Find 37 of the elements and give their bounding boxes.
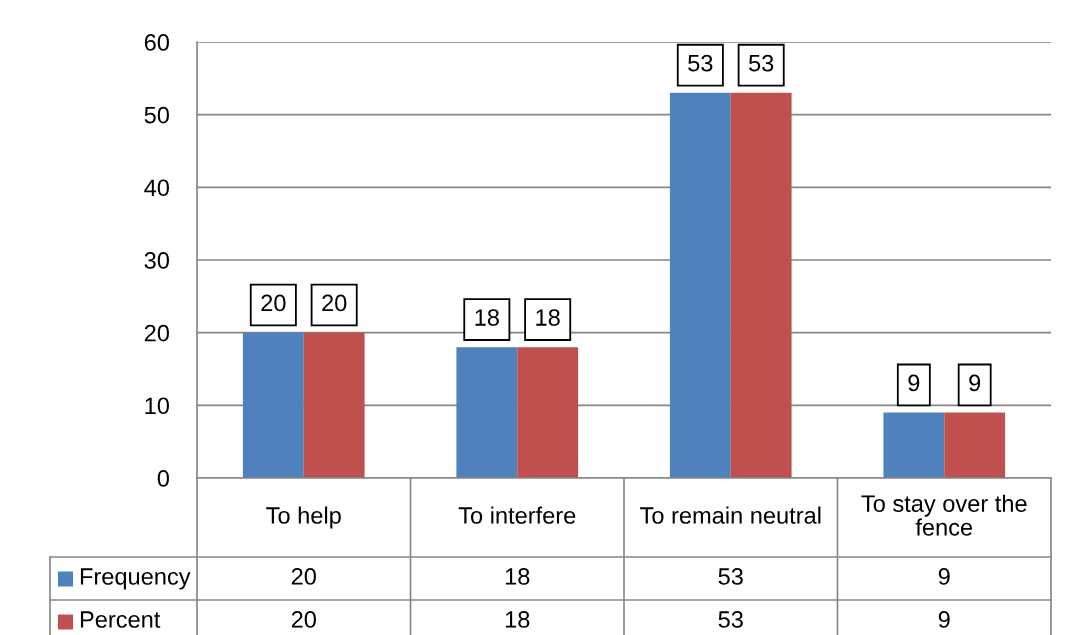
bar xyxy=(944,412,1006,478)
x-tick-label: To stay over the fence xyxy=(861,494,1027,536)
bar xyxy=(242,332,304,478)
bar xyxy=(730,92,792,478)
data-label: 53 xyxy=(718,568,743,585)
x-tick-label: To help xyxy=(266,506,341,529)
data-label: 18 xyxy=(505,611,530,628)
bar xyxy=(517,347,579,478)
y-tick-label: 0 xyxy=(157,470,169,487)
annotation: 9 xyxy=(908,374,920,392)
y-tick-label: 50 xyxy=(144,106,169,124)
annotation: 9 xyxy=(969,374,981,392)
x-tick-label: To interfere xyxy=(458,506,576,524)
y-tick-label: 30 xyxy=(144,252,169,269)
data-label: 53 xyxy=(718,611,743,628)
data-label: 9 xyxy=(938,568,950,585)
annotation: 20 xyxy=(322,294,347,312)
legend-label: Frequency xyxy=(80,568,191,590)
y-tick-label: 60 xyxy=(144,34,169,51)
x-tick-label: To remain neutral xyxy=(640,506,821,524)
data-label: 20 xyxy=(291,568,316,585)
annotation: 53 xyxy=(688,54,713,72)
bar xyxy=(669,92,731,478)
bar xyxy=(883,412,945,478)
bar xyxy=(456,347,518,478)
data-label: 9 xyxy=(938,611,950,628)
y-tick-label: 40 xyxy=(144,179,169,197)
annotation: 18 xyxy=(475,309,499,326)
annotation: 18 xyxy=(536,309,560,326)
data-label: 18 xyxy=(505,568,530,585)
annotation: 20 xyxy=(261,294,286,312)
y-tick-label: 10 xyxy=(145,397,169,415)
y-tick-label: 20 xyxy=(144,324,169,342)
data-label: 20 xyxy=(291,611,316,628)
legend-label: Percent xyxy=(80,611,161,628)
bar xyxy=(303,332,365,478)
annotation: 53 xyxy=(748,54,774,72)
